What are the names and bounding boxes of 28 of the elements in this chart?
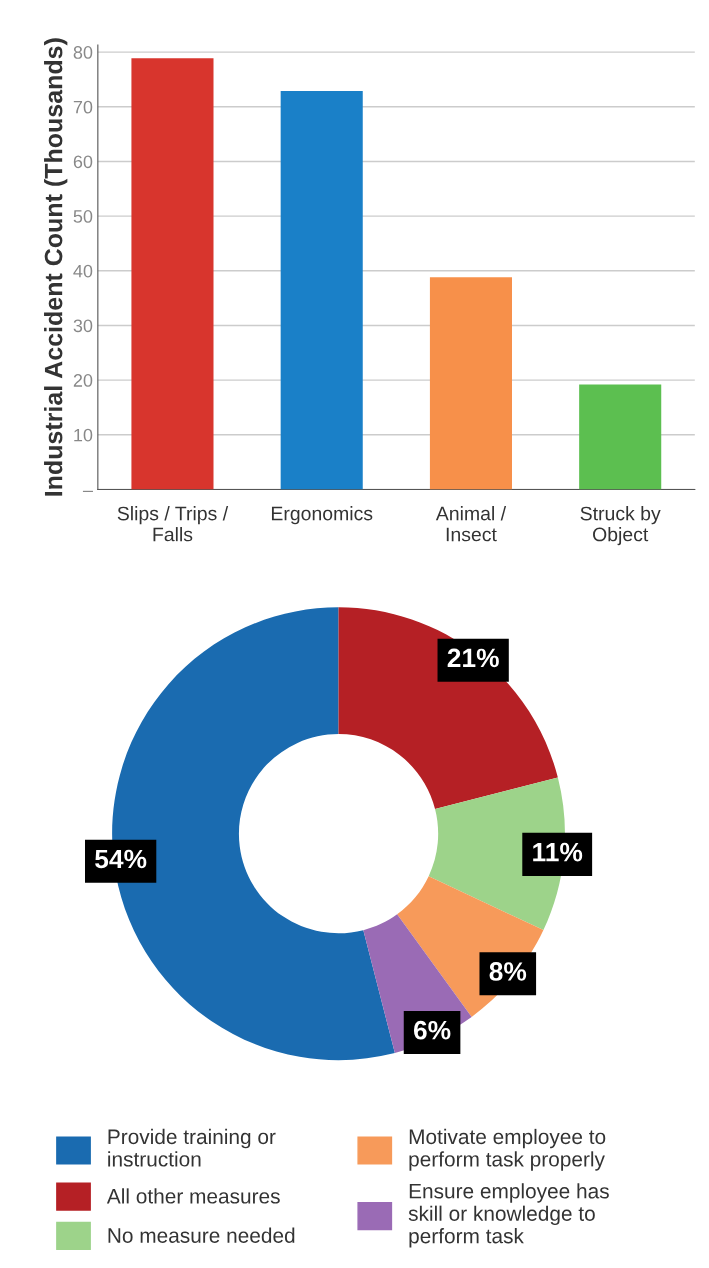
y-tick-label: 60 — [73, 155, 93, 169]
x-tick-label: Struck by Object — [580, 506, 661, 546]
legend-label: Motivate employee to perform task properly — [409, 1128, 606, 1171]
bar — [131, 58, 214, 490]
y-tick-label: 40 — [73, 264, 93, 278]
y-tick-label: 30 — [73, 319, 93, 333]
y-tick-label: – — [82, 490, 93, 493]
x-tick-label: Animal / Insect — [435, 506, 507, 542]
y-tick-label: 70 — [73, 100, 93, 114]
bar — [429, 277, 512, 490]
bar — [579, 384, 662, 490]
data-label: 11% — [533, 842, 583, 862]
y-tick-label: 20 — [73, 374, 93, 387]
x-tick-label: Slips / Trips / Falls — [117, 506, 229, 542]
data-label: 6% — [413, 1020, 451, 1040]
legend-label: Provide training or instruction — [108, 1128, 276, 1167]
y-tick-label: 50 — [73, 210, 93, 223]
y-tick-label: 80 — [73, 46, 93, 59]
x-tick-label: Ergonomics — [271, 506, 373, 525]
legend-label: All other measures — [106, 1188, 280, 1204]
data-label: 21% — [447, 648, 499, 668]
y-tick-label: 10 — [74, 428, 93, 442]
legend-label: No measure needed — [108, 1227, 295, 1243]
data-label: 8% — [489, 962, 527, 981]
bar — [280, 90, 363, 490]
y-axis-title: Industrial Accident Count (Thousands) — [44, 38, 68, 496]
legend-label: Ensure employee has skill or knowledge to perform task — [408, 1183, 609, 1248]
data-label: 54% — [95, 849, 147, 869]
